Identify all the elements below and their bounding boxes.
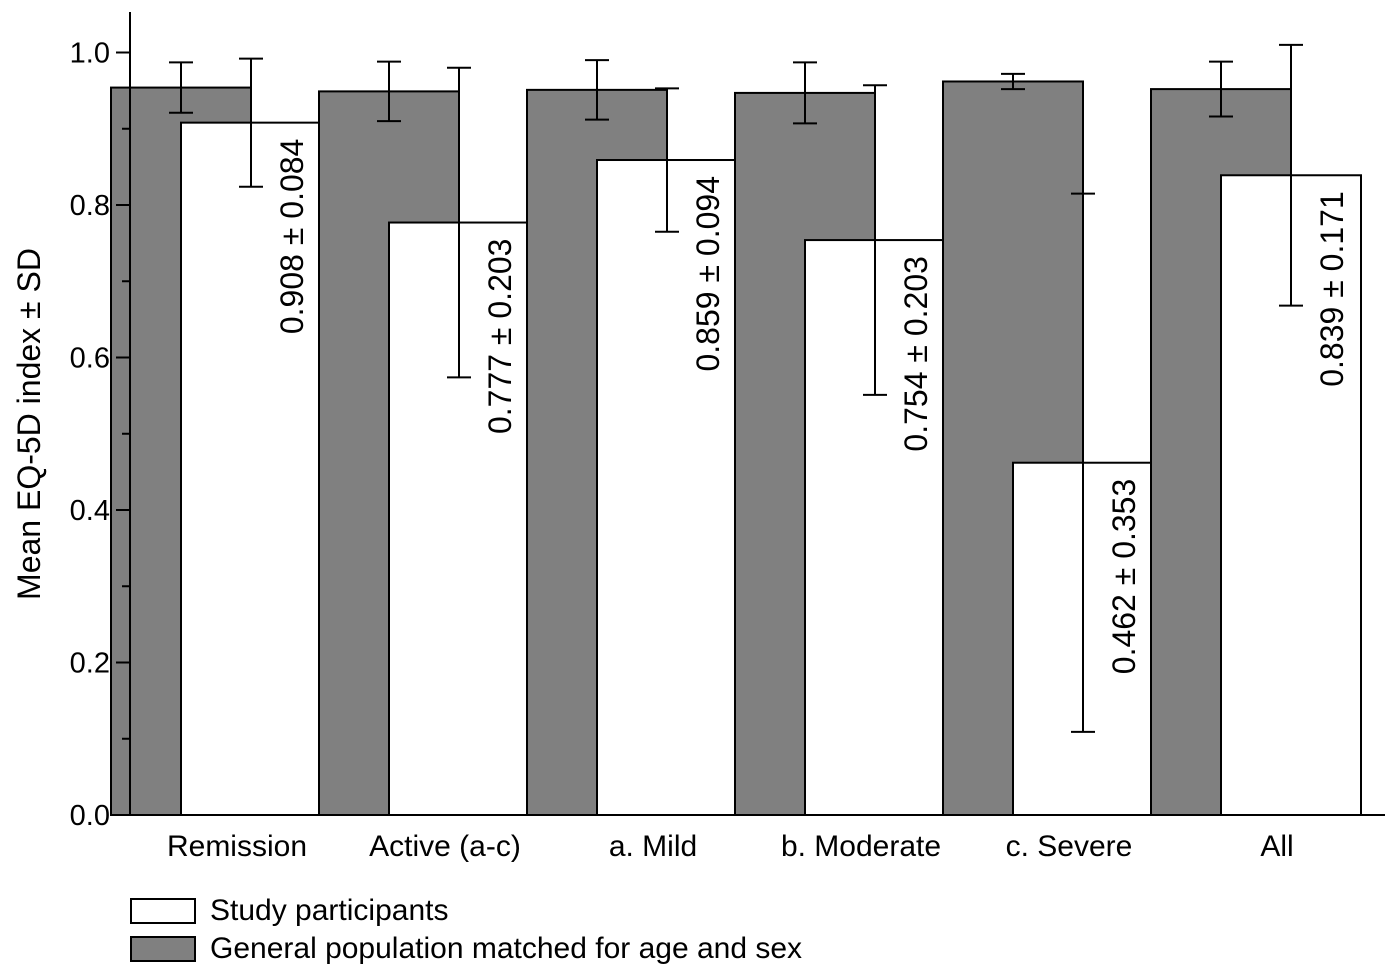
x-tick-label-a-mild: a. Mild [609,830,697,863]
data-label-c-severe: 0.462 ± 0.353 [1106,479,1142,674]
data-label-active-a-c: 0.777 ± 0.203 [482,239,518,435]
y-tick-label: 1.0 [70,38,110,70]
x-tick-label-active-a-c: Active (a-c) [369,830,521,863]
y-tick-label: 0.4 [70,495,110,527]
legend-swatch-participants [130,898,196,924]
legend-item-population: General population matched for age and s… [130,932,802,966]
y-tick-label: 0.0 [70,800,110,832]
data-label-remission: 0.908 ± 0.084 [274,139,310,335]
bars-layer [110,80,1362,817]
error-bars-layer [169,43,1303,733]
y-tick-label: 0.2 [70,648,110,680]
legend-item-participants: Study participants [130,894,448,928]
bar-participants-a-mild [596,159,738,816]
y-tick-label: 0.6 [70,343,110,375]
bar-labels-layer: 0.908 ± 0.084 0.777 ± 0.203 0.859 ± 0.094 0… [274,139,1350,675]
legend-label-participants: Study participants [210,894,449,927]
legend-label-population: General population matched for age and s… [210,932,803,965]
legend-swatch-population [130,936,196,962]
y-axis-label: Mean EQ-5D index ± SD [11,248,47,600]
axes-layer: Remission Active (a-c) a. Mild b. Moderate c… [70,12,1385,863]
y-tick-label: 0.8 [70,190,110,222]
x-tick-label-remission: Remission [167,830,307,863]
data-label-b-moderate: 0.754 ± 0.203 [898,256,934,452]
bar-participants-remission [180,121,322,816]
x-tick-label-c-severe: c. Severe [1006,830,1133,863]
data-label-a-mild: 0.859 ± 0.094 [690,176,726,372]
data-label-all: 0.839 ± 0.171 [1314,191,1350,387]
x-tick-label-all: All [1260,830,1293,863]
x-tick-label-b-moderate: b. Moderate [781,830,941,863]
